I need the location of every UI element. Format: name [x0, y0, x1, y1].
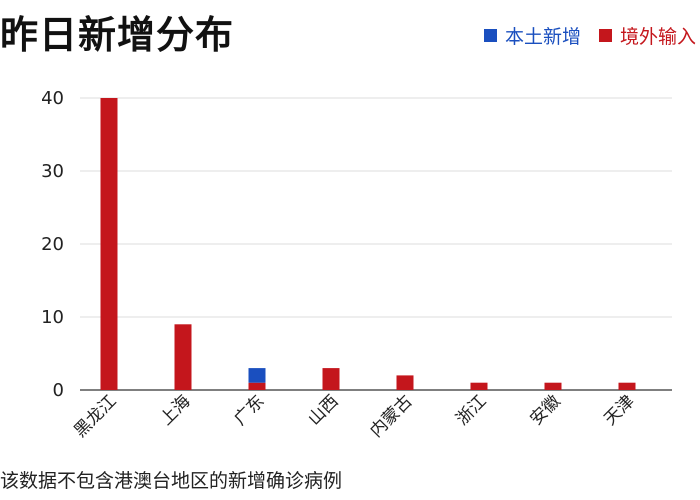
x-tick-label: 广东 — [230, 391, 268, 429]
bar-imported — [396, 375, 414, 390]
legend-label-local: 本土新增 — [504, 26, 581, 48]
x-tick-label: 内蒙古 — [366, 391, 416, 441]
bar-local — [248, 368, 266, 383]
x-tick-label: 天津 — [600, 391, 638, 429]
y-tick-label: 30 — [41, 161, 64, 182]
bar-imported — [174, 324, 192, 390]
y-tick-label: 20 — [41, 234, 64, 255]
bar-imported — [248, 382, 266, 390]
x-tick-label: 黑龙江 — [70, 391, 120, 441]
x-tick-label: 浙江 — [452, 391, 490, 429]
bar-imported — [322, 368, 340, 390]
bar-imported — [544, 382, 562, 390]
bar-imported — [470, 382, 488, 390]
footnote: 该数据不包含港澳台地区的新增确诊病例 — [0, 470, 343, 492]
legend-swatch-local — [483, 29, 497, 42]
x-tick-label: 上海 — [156, 391, 194, 429]
x-tick-label: 山西 — [304, 391, 342, 429]
legend-swatch-imported — [598, 29, 612, 42]
y-tick-label: 0 — [53, 380, 64, 401]
legend-label-imported: 境外输入 — [619, 26, 696, 48]
bar-imported — [100, 98, 118, 390]
legend: 本土新增 境外输入 — [483, 22, 696, 49]
bar-imported — [618, 382, 636, 390]
y-tick-label: 10 — [41, 307, 64, 328]
y-tick-label: 40 — [41, 88, 64, 109]
legend-item-imported: 境外输入 — [598, 22, 696, 49]
legend-item-local: 本土新增 — [483, 22, 581, 49]
x-tick-label: 安徽 — [526, 391, 564, 429]
chart-title: 昨日新增分布 — [0, 13, 235, 57]
